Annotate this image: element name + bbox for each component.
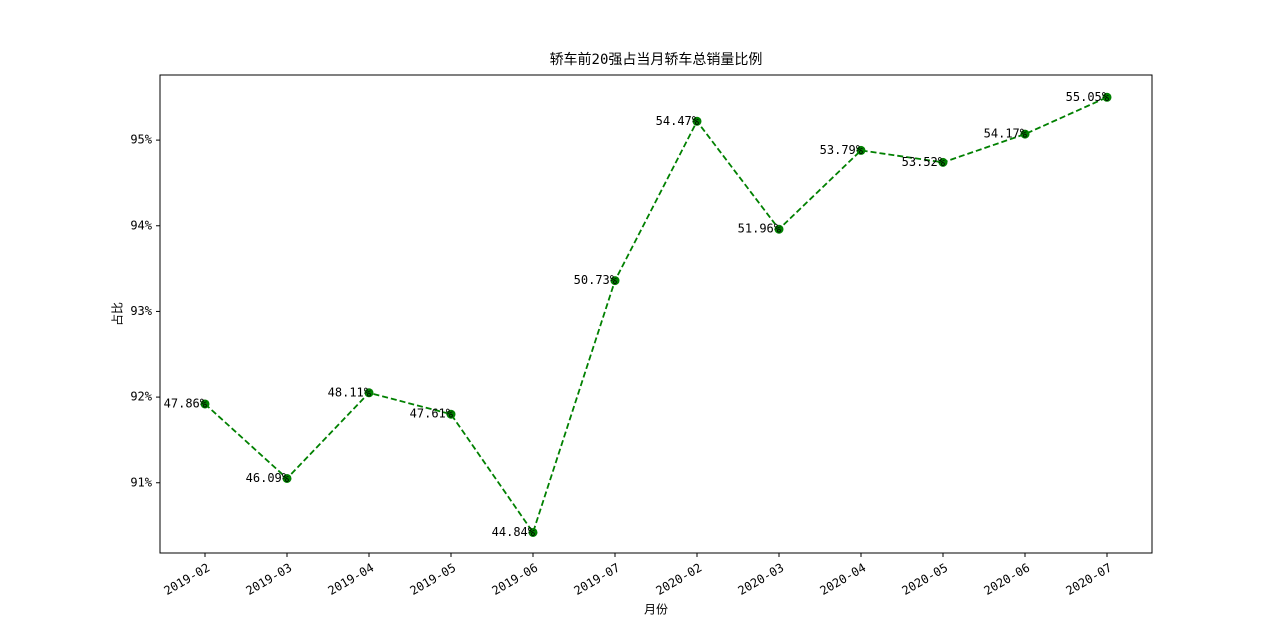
point-annotation: 53.52% — [902, 155, 946, 169]
y-tick-label: 91% — [130, 475, 152, 489]
data-point — [774, 224, 784, 234]
point-annotation: 53.79% — [820, 143, 864, 157]
data-point — [692, 116, 702, 126]
point-annotation: 47.61% — [410, 407, 454, 421]
data-line — [204, 96, 1108, 535]
point-annotation: 50.73% — [574, 273, 618, 287]
y-tick-label: 95% — [130, 133, 152, 147]
data-point — [282, 473, 292, 483]
chart-title: 轿车前20强占当月轿车总销量比例 — [550, 51, 763, 68]
x-axis-label: 月份 — [644, 603, 668, 617]
y-axis-label: 占比 — [110, 302, 125, 326]
point-annotation: 44.84% — [492, 525, 536, 539]
data-point — [610, 276, 620, 286]
point-annotation: 54.17% — [984, 127, 1028, 141]
data-point — [446, 409, 456, 419]
data-point — [938, 157, 948, 167]
data-point — [856, 145, 866, 155]
point-annotation: 51.96% — [738, 222, 782, 236]
data-point — [1102, 92, 1112, 102]
point-annotation: 46.09% — [246, 471, 290, 485]
data-point — [528, 527, 538, 537]
plot-frame — [159, 74, 1153, 554]
y-tick-label: 92% — [130, 390, 152, 404]
data-point — [364, 388, 374, 398]
data-point — [1020, 129, 1030, 139]
point-annotation: 55.05% — [1066, 90, 1110, 104]
y-tick-label: 94% — [130, 218, 152, 232]
data-point — [200, 399, 210, 409]
y-tick-label: 93% — [130, 304, 152, 318]
point-annotation: 47.86% — [164, 396, 208, 410]
point-annotation: 48.11% — [328, 385, 372, 399]
point-annotation: 54.47% — [656, 114, 700, 128]
